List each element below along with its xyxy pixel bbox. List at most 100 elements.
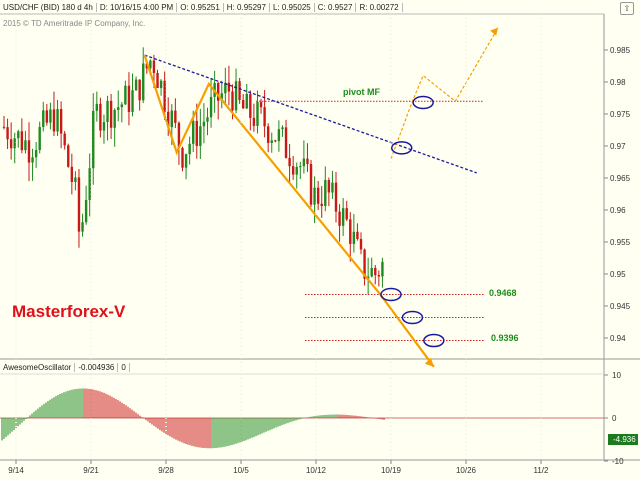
candle-body [99,103,102,131]
osc-tick-label: -10 [612,457,624,466]
candle-body [109,100,113,128]
candle-body [27,140,31,163]
candle-body [81,222,84,232]
projection-arrowhead [490,27,499,36]
candle-body [131,90,134,112]
candle-body [327,180,331,193]
time-tick-label: 10/26 [456,466,477,475]
candle-body [70,166,74,182]
oscillator-name[interactable]: AwesomeOscillator [0,362,76,372]
candle-body [13,138,16,149]
candle-body [359,239,363,250]
candle-body [309,163,313,205]
pattern-arrowhead [424,357,434,367]
circles-group [380,95,445,348]
candle-body [238,81,241,101]
candle-body [67,145,70,167]
candle-body [138,79,141,101]
candle-body [159,80,163,88]
osc-tick-label: 10 [612,371,621,380]
candle-body [74,177,77,182]
candle-body [220,93,223,101]
symbol-label[interactable]: USD/CHF (BID) 180 d 4h [0,2,97,12]
date-readout: D: 10/16/15 4:00 PM [97,2,178,12]
candle-body [2,126,6,128]
candle-body [170,110,173,128]
candle-body [217,83,220,101]
highlight-circle [390,141,413,155]
time-tick-label: 9/14 [8,466,24,475]
candle-body [209,96,213,118]
candle-body [174,110,177,123]
time-tick-label: 10/19 [381,466,402,475]
levels-group [256,100,484,342]
candle-body [306,158,309,164]
highlight-circle [412,95,434,110]
candle-body [9,139,13,149]
candle-body [45,110,49,123]
candle-body [277,129,281,142]
candle-body [259,102,263,108]
candle-body [313,187,316,205]
candle-body [88,168,91,200]
candle-body [106,100,109,123]
time-tick-label: 9/28 [158,466,174,475]
candle-body [184,154,188,168]
range-readout: R: 0.00272 [356,2,403,12]
price-tick-label: 0.985 [610,46,631,55]
candle-body [381,261,384,277]
candle-body [245,93,248,109]
pivot-label: pivot MF [343,87,380,97]
candle-body [352,231,356,244]
candle-body [374,267,377,276]
candle-body [117,107,120,110]
candle-body [181,147,184,168]
candle-body [84,199,88,223]
candle-body [227,82,231,92]
candle-body [231,91,234,111]
open-readout: O: 0.95251 [177,2,224,12]
candle-body [263,107,266,127]
candle-body [20,131,24,151]
candle-body [34,150,38,158]
target1-label: 0.9468 [489,288,517,298]
price-tick-label: 0.95 [610,270,626,279]
candle-body [320,203,323,206]
candle-body [295,166,298,175]
pattern-path [143,54,435,368]
oscillator-extra: 0 [118,362,130,372]
candle-body [249,93,252,118]
candle-body [77,177,81,232]
candle-body [316,187,320,204]
candle-body [291,166,295,175]
oscillator-value: -0.004936 [75,362,119,372]
oscillator-group: 10 0 -10 [0,371,638,466]
price-tick-label: 0.975 [610,110,631,119]
candle-body [134,79,138,91]
price-tick-label: 0.955 [610,238,631,247]
candle-body [163,80,166,112]
osc-last-badge [608,434,638,445]
price-tick-label: 0.96 [610,206,626,215]
high-readout: H: 0.95297 [224,2,270,12]
candle-body [331,182,334,193]
chart-settings-icon[interactable]: ⇧ [620,2,634,15]
candle-body [302,158,306,167]
osc-tick-label: 0 [612,414,617,423]
candle-body [284,127,288,158]
candle-body [95,103,99,111]
candle-body [334,182,338,212]
candle-body [56,109,59,132]
candle-body [145,63,148,69]
candle-body [338,211,341,226]
candle-body [127,85,131,112]
candle-body [142,63,145,101]
time-axis: 9/14 9/21 9/28 10/5 10/12 10/19 10/26 11/2 [8,14,549,475]
price-tick-label: 0.94 [610,334,626,343]
candle-body [202,121,206,127]
candle-body [370,267,373,277]
candles-group [2,47,384,295]
candle-body [124,85,127,105]
candle-body [156,72,159,88]
